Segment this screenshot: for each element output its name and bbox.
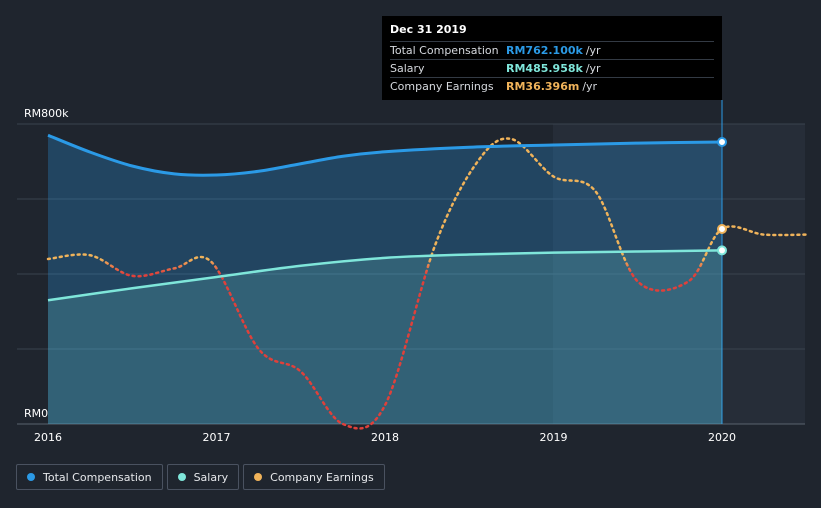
salary-line: [47, 249, 723, 302]
y-tick-label-min: RM0: [24, 407, 48, 420]
tooltip-unit: /yr: [585, 62, 601, 75]
tooltip-unit: /yr: [582, 80, 598, 93]
tooltip-unit: /yr: [585, 44, 601, 57]
tooltip-row-salary: Salary RM485.958k /yr: [390, 59, 714, 77]
legend-dot-icon: [27, 473, 35, 481]
total-compensation-marker[interactable]: [717, 137, 727, 147]
legend: Total Compensation Salary Company Earnin…: [16, 464, 385, 490]
legend-label: Company Earnings: [270, 470, 374, 484]
legend-dot-icon: [177, 473, 186, 481]
total-compensation-line: [47, 133, 723, 177]
tooltip: Dec 31 2019 Total Compensation RM762.100…: [382, 16, 722, 100]
salary-area: [48, 250, 722, 424]
x-tick-label: 2020: [708, 431, 736, 444]
tooltip-value: RM485.958k: [506, 62, 583, 75]
legend-label: Salary: [193, 470, 229, 484]
legend-label: Total Compensation: [43, 470, 152, 484]
tooltip-label: Salary: [390, 62, 425, 75]
company-earnings-marker[interactable]: [717, 224, 727, 234]
x-tick-label: 2019: [540, 431, 568, 444]
gridlines: [17, 123, 805, 425]
legend-dot-icon: [254, 473, 263, 481]
x-tick-label: 2018: [371, 431, 399, 444]
tooltip-row-earnings: Company Earnings RM36.396m /yr: [390, 77, 714, 95]
tooltip-row-total: Total Compensation RM762.100k /yr: [390, 41, 714, 59]
tooltip-title: Dec 31 2019: [390, 23, 467, 36]
salary-marker[interactable]: [717, 245, 727, 256]
total-compensation-area: [48, 135, 722, 424]
legend-item-salary[interactable]: Salary: [166, 464, 240, 490]
x-tick-label: 2016: [34, 431, 62, 444]
tooltip-label: Total Compensation: [390, 44, 499, 57]
tooltip-value: RM36.396m: [506, 80, 580, 93]
y-tick-label-max: RM800k: [24, 107, 69, 120]
x-tick-labels: 2016 2017 2018 2019 2020: [34, 431, 736, 444]
tooltip-value: RM762.100k: [506, 44, 583, 57]
legend-item-company-earnings[interactable]: Company Earnings: [243, 464, 385, 490]
x-tick-label: 2017: [203, 431, 231, 444]
tooltip-label: Company Earnings: [390, 80, 494, 93]
company-earnings-line: [46, 137, 808, 430]
legend-item-total-compensation[interactable]: Total Compensation: [16, 464, 163, 490]
